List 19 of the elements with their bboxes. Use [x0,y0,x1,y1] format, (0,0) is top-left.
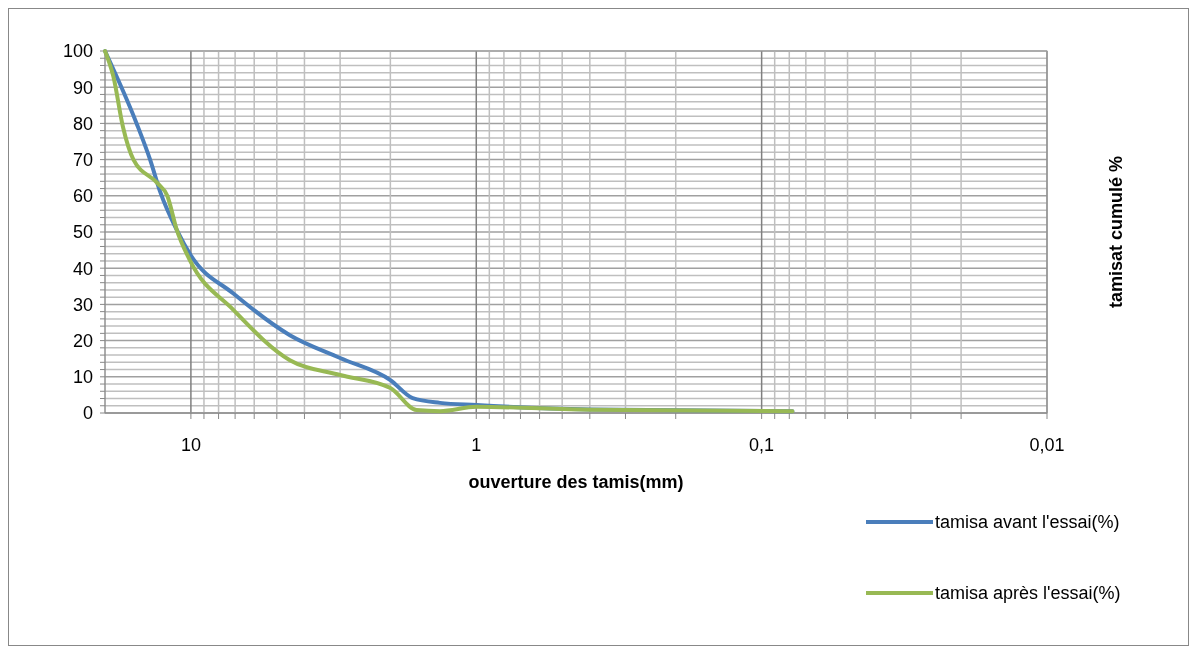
y-tick-label: 30 [72,294,93,315]
x-tick-label: 1 [471,435,482,455]
y-tick-label: 80 [72,113,93,134]
y-tick-label: 70 [72,149,93,170]
x-tick-label: 0,1 [749,435,775,455]
y-tick-label: 0 [82,403,93,424]
x-axis-title: ouverture des tamis(mm) [468,472,684,492]
y-tick-label: 60 [72,186,93,207]
y-tick-label: 50 [72,222,93,243]
y-tick-label: 20 [72,330,93,351]
y-axis-title: tamisat cumulé % [1106,155,1126,309]
legend-label: tamisa avant l'essai(%) [935,512,1120,533]
y-tick-label: 10 [72,367,93,388]
legend-label: tamisa après l'essai(%) [935,583,1121,604]
y-tick-label: 100 [62,41,93,62]
y-tick-label: 40 [72,258,93,279]
y-tick-label: 90 [72,77,93,98]
x-tick-label: 10 [180,435,201,455]
x-tick-label: 0,01 [1029,435,1065,455]
